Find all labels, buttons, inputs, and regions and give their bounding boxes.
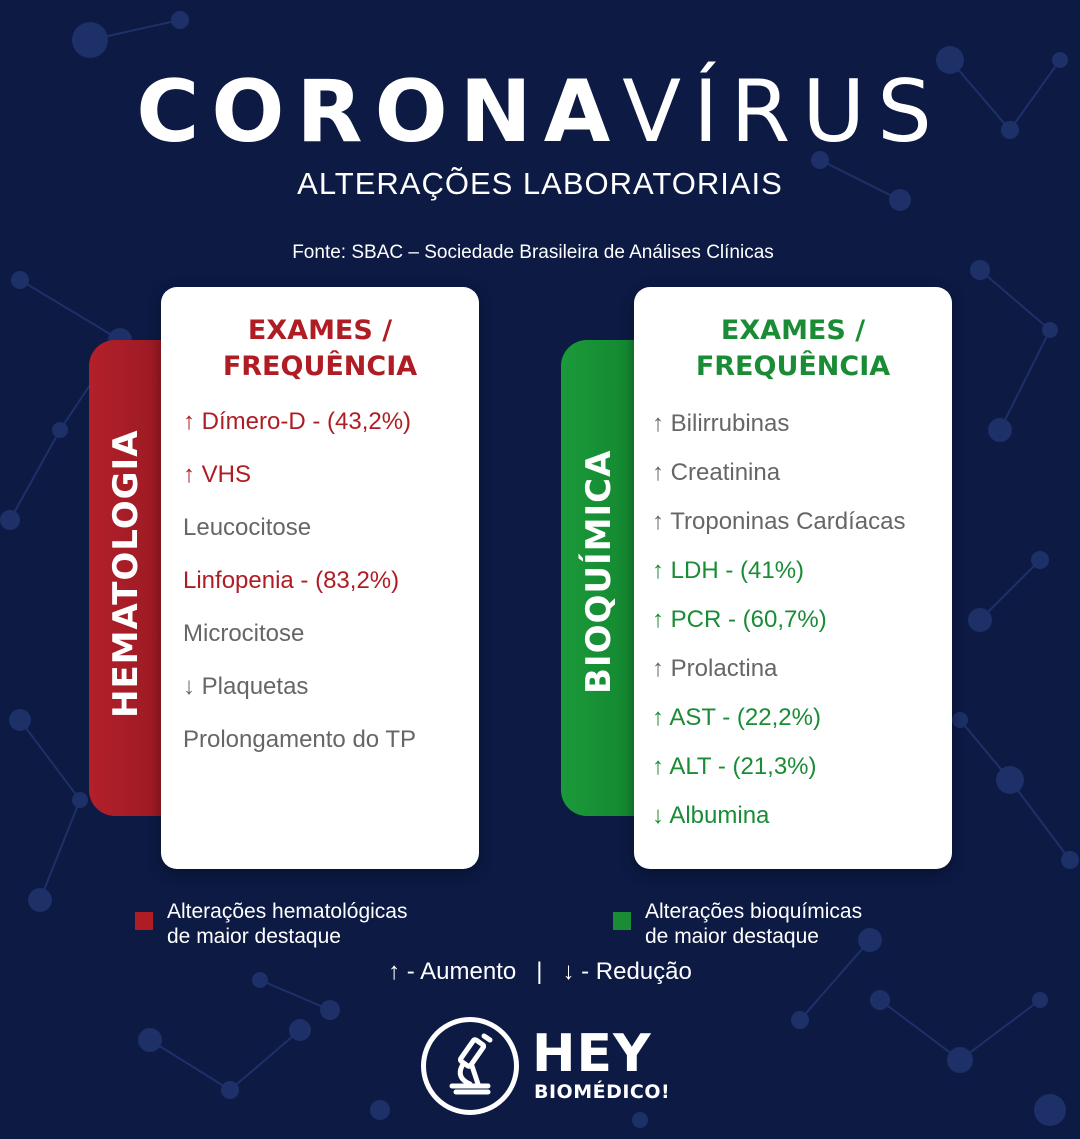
logo-subtext: BIOMÉDICO! [534,1081,671,1103]
legend-line: de maior destaque [167,925,341,948]
source-credit: Fonte: SBAC – Sociedade Brasileira de An… [292,242,774,263]
list-item: Leucocitose [183,514,312,541]
hematologia-label: HEMATOLOGIA [106,429,146,718]
heading-line1: EXAMES / [720,315,866,346]
legend-line: Alterações hematológicas [167,900,408,923]
title-bold: CORONA [136,62,623,162]
heading-line1: EXAMES / [247,315,393,346]
microscope-icon [449,1033,493,1095]
bioquimica-label: BIOQUÍMICA [579,449,619,694]
bioquimica-legend-swatch [613,912,631,930]
list-item: ↓ Plaquetas [183,673,309,700]
bioquimica-heading: EXAMES / FREQUÊNCIA [634,313,952,385]
logo-word: HEY [532,1024,652,1084]
hematologia-list: ↑ Dímero-D - (43,2%) ↑ VHS Leucocitose Linf… [183,407,416,778]
list-item: ↑ Bilirrubinas [652,410,790,437]
list-item: ↑ PCR - (60,7%) [652,606,827,633]
hematologia-legend: Alterações hematológicas de maior destaq… [167,899,407,949]
hematologia-heading: EXAMES / FREQUÊNCIA [161,313,479,385]
list-item: ↓ Albumina [652,802,770,829]
page-subtitle: ALTERAÇÕES LABORATORIAIS [297,166,783,201]
list-item: ↑ ALT - (21,3%) [652,753,817,780]
list-item: ↑ Dímero-D - (43,2%) [183,408,412,435]
legend-line: de maior destaque [645,925,819,948]
hematologia-legend-swatch [135,912,153,930]
list-item: Prolongamento do TP [183,726,417,753]
legend-line: Alterações bioquímicas [645,900,863,923]
title-light: VÍRUS [622,62,944,162]
list-item: Linfopenia - (83,2%) [183,567,400,594]
bioquimica-card: EXAMES / FREQUÊNCIA ↑ Bilirrubinas ↑ Crea… [634,287,952,869]
hematologia-card: EXAMES / FREQUÊNCIA ↑ Dímero-D - (43,2%)… [161,287,479,869]
list-item: ↑ Prolactina [652,655,778,682]
bioquimica-list: ↑ Bilirrubinas ↑ Creatinina ↑ Troponinas C… [652,409,905,850]
list-item: ↑ AST - (22,2%) [652,704,821,731]
list-item: ↑ VHS [183,461,252,488]
heading-line2: FREQUÊNCIA [222,351,418,382]
page-title: CORONAVÍRUS [0,62,1080,162]
list-item: ↑ LDH - (41%) [652,557,805,584]
bioquimica-legend: Alterações bioquímicas de maior destaque [645,899,862,949]
arrow-key: ↑ - Aumento | ↓ - Redução [388,958,692,985]
heading-line2: FREQUÊNCIA [695,351,891,382]
logo-circle [421,1017,519,1115]
list-item: ↑ Troponinas Cardíacas [652,508,906,535]
list-item: ↑ Creatinina [652,459,781,486]
list-item: Microcitose [183,620,305,647]
